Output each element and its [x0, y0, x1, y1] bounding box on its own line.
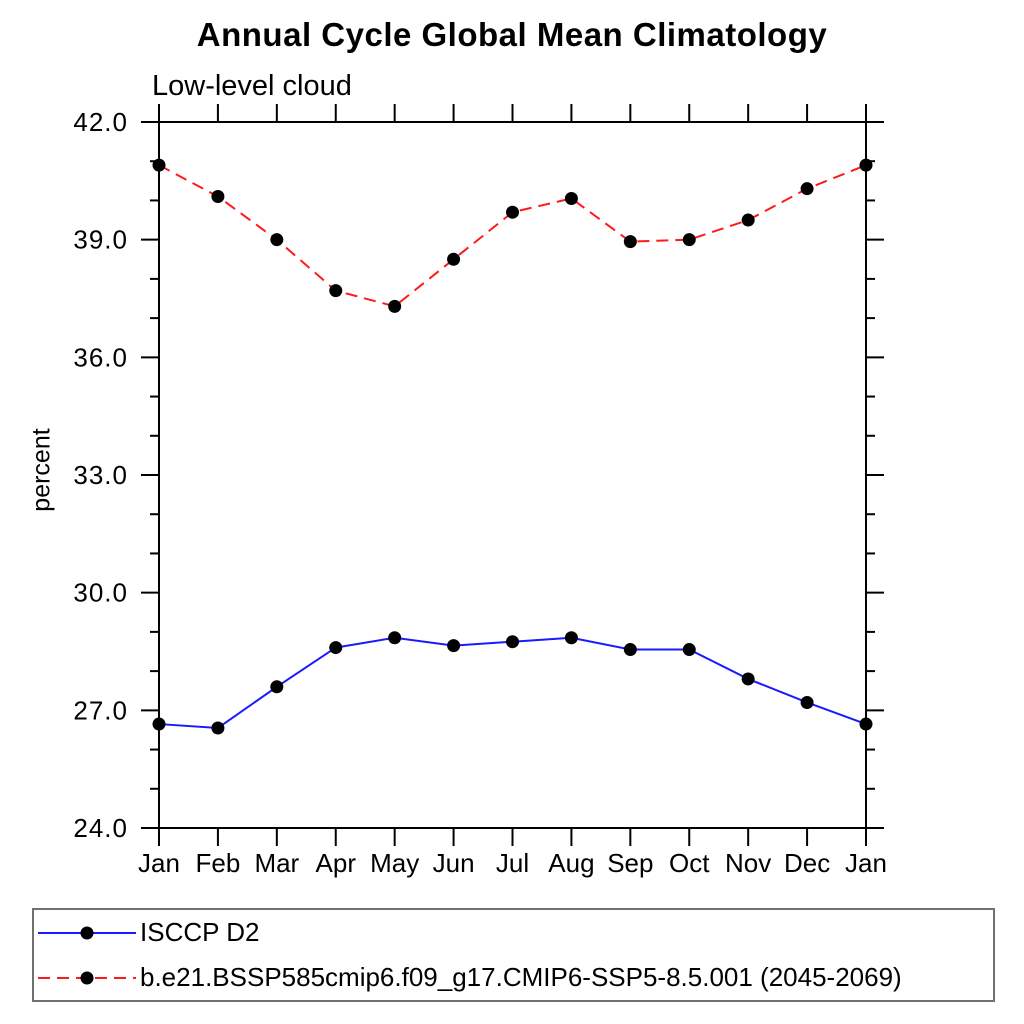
legend-item-model: b.e21.BSSP585cmip6.f09_g17.CMIP6-SSP5-8.…: [34, 958, 993, 998]
data-point-marker: [623, 643, 637, 657]
data-point-marker: [623, 235, 637, 249]
data-point-marker: [447, 639, 461, 653]
x-tick-label: Aug: [548, 848, 594, 878]
data-point-marker: [447, 252, 461, 266]
data-point-marker: [682, 643, 696, 657]
data-point-marker: [506, 205, 519, 219]
data-point-marker: [564, 631, 578, 645]
data-point-marker: [152, 717, 166, 731]
x-tick-label: Jan: [138, 848, 180, 878]
legend-label: b.e21.BSSP585cmip6.f09_g17.CMIP6-SSP5-8.…: [140, 962, 902, 992]
legend-marker: [80, 926, 94, 939]
x-tick-label: Jan: [845, 848, 887, 878]
legend-box: ISCCP D2 b.e21.BSSP585cmip6.f09_g17.CMIP…: [32, 908, 995, 1002]
legend-label: ISCCP D2: [140, 917, 260, 947]
data-point-marker: [741, 213, 755, 227]
y-tick-label: 39.0: [73, 225, 128, 255]
data-point-marker: [859, 717, 873, 731]
x-tick-label: Oct: [669, 848, 710, 878]
y-tick-label: 30.0: [73, 578, 128, 608]
x-tick-label: May: [370, 848, 419, 878]
y-tick-label: 42.0: [73, 107, 128, 137]
data-point-marker: [270, 233, 284, 247]
data-point-marker: [682, 233, 696, 247]
series-line-0: [158, 636, 867, 730]
series-line-1: [158, 164, 867, 308]
data-point-marker: [329, 284, 343, 298]
legend-swatch-solid-line-icon: [38, 926, 136, 939]
x-tick-label: Apr: [316, 848, 357, 878]
legend-marker: [80, 971, 94, 984]
x-tick-label: Mar: [254, 848, 299, 878]
y-tick-label: 27.0: [73, 695, 128, 725]
y-tick-label: 33.0: [73, 460, 128, 490]
data-point-marker: [211, 721, 225, 735]
data-point-marker: [329, 641, 343, 655]
data-point-marker: [388, 631, 402, 645]
data-point-marker: [564, 191, 578, 205]
x-tick-label: Feb: [196, 848, 241, 878]
y-tick-label: 36.0: [73, 342, 128, 372]
data-point-marker: [800, 695, 814, 709]
x-tick-label: Jul: [496, 848, 529, 878]
data-point-marker: [506, 635, 519, 649]
legend-item-isccp: ISCCP D2: [34, 913, 993, 953]
data-point-marker: [800, 182, 814, 196]
x-tick-label: Dec: [784, 848, 830, 878]
data-point-marker: [859, 158, 873, 172]
data-point-marker: [152, 158, 166, 172]
legend-swatch-dashed-line-icon: [38, 971, 136, 984]
data-point-marker: [741, 672, 755, 686]
data-point-marker: [270, 680, 284, 694]
data-point-marker: [388, 299, 402, 313]
chart-title: Annual Cycle Global Mean Climatology: [196, 16, 828, 53]
y-tick-label: 24.0: [73, 813, 128, 843]
plot-border: [158, 121, 867, 829]
x-tick-label: Sep: [607, 848, 653, 878]
data-point-marker: [211, 190, 225, 204]
chart-subtitle: Low-level cloud: [152, 70, 352, 102]
x-tick-label: Nov: [725, 848, 771, 878]
x-tick-label: Jun: [433, 848, 475, 878]
